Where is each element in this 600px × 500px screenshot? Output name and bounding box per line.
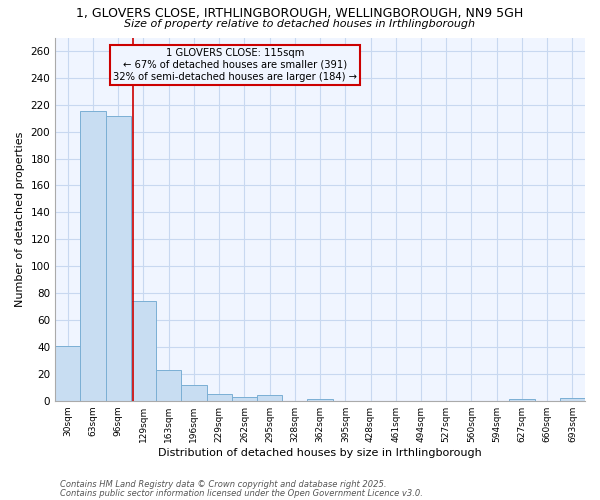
Text: Contains public sector information licensed under the Open Government Licence v3: Contains public sector information licen…: [60, 489, 423, 498]
Bar: [131, 301, 156, 400]
X-axis label: Distribution of detached houses by size in Irthlingborough: Distribution of detached houses by size …: [158, 448, 482, 458]
Text: 1 GLOVERS CLOSE: 115sqm
← 67% of detached houses are smaller (391)
32% of semi-d: 1 GLOVERS CLOSE: 115sqm ← 67% of detache…: [113, 48, 358, 82]
Text: Contains HM Land Registry data © Crown copyright and database right 2025.: Contains HM Land Registry data © Crown c…: [60, 480, 386, 489]
Y-axis label: Number of detached properties: Number of detached properties: [15, 132, 25, 307]
Bar: [156, 370, 181, 400]
Bar: [257, 396, 282, 400]
Text: 1, GLOVERS CLOSE, IRTHLINGBOROUGH, WELLINGBOROUGH, NN9 5GH: 1, GLOVERS CLOSE, IRTHLINGBOROUGH, WELLI…: [76, 8, 524, 20]
Bar: [232, 396, 257, 400]
Text: Size of property relative to detached houses in Irthlingborough: Size of property relative to detached ho…: [125, 19, 476, 29]
Bar: [106, 116, 131, 401]
Bar: [206, 394, 232, 400]
Bar: [55, 346, 80, 401]
Bar: [181, 384, 206, 400]
Bar: [80, 112, 106, 401]
Bar: [560, 398, 585, 400]
